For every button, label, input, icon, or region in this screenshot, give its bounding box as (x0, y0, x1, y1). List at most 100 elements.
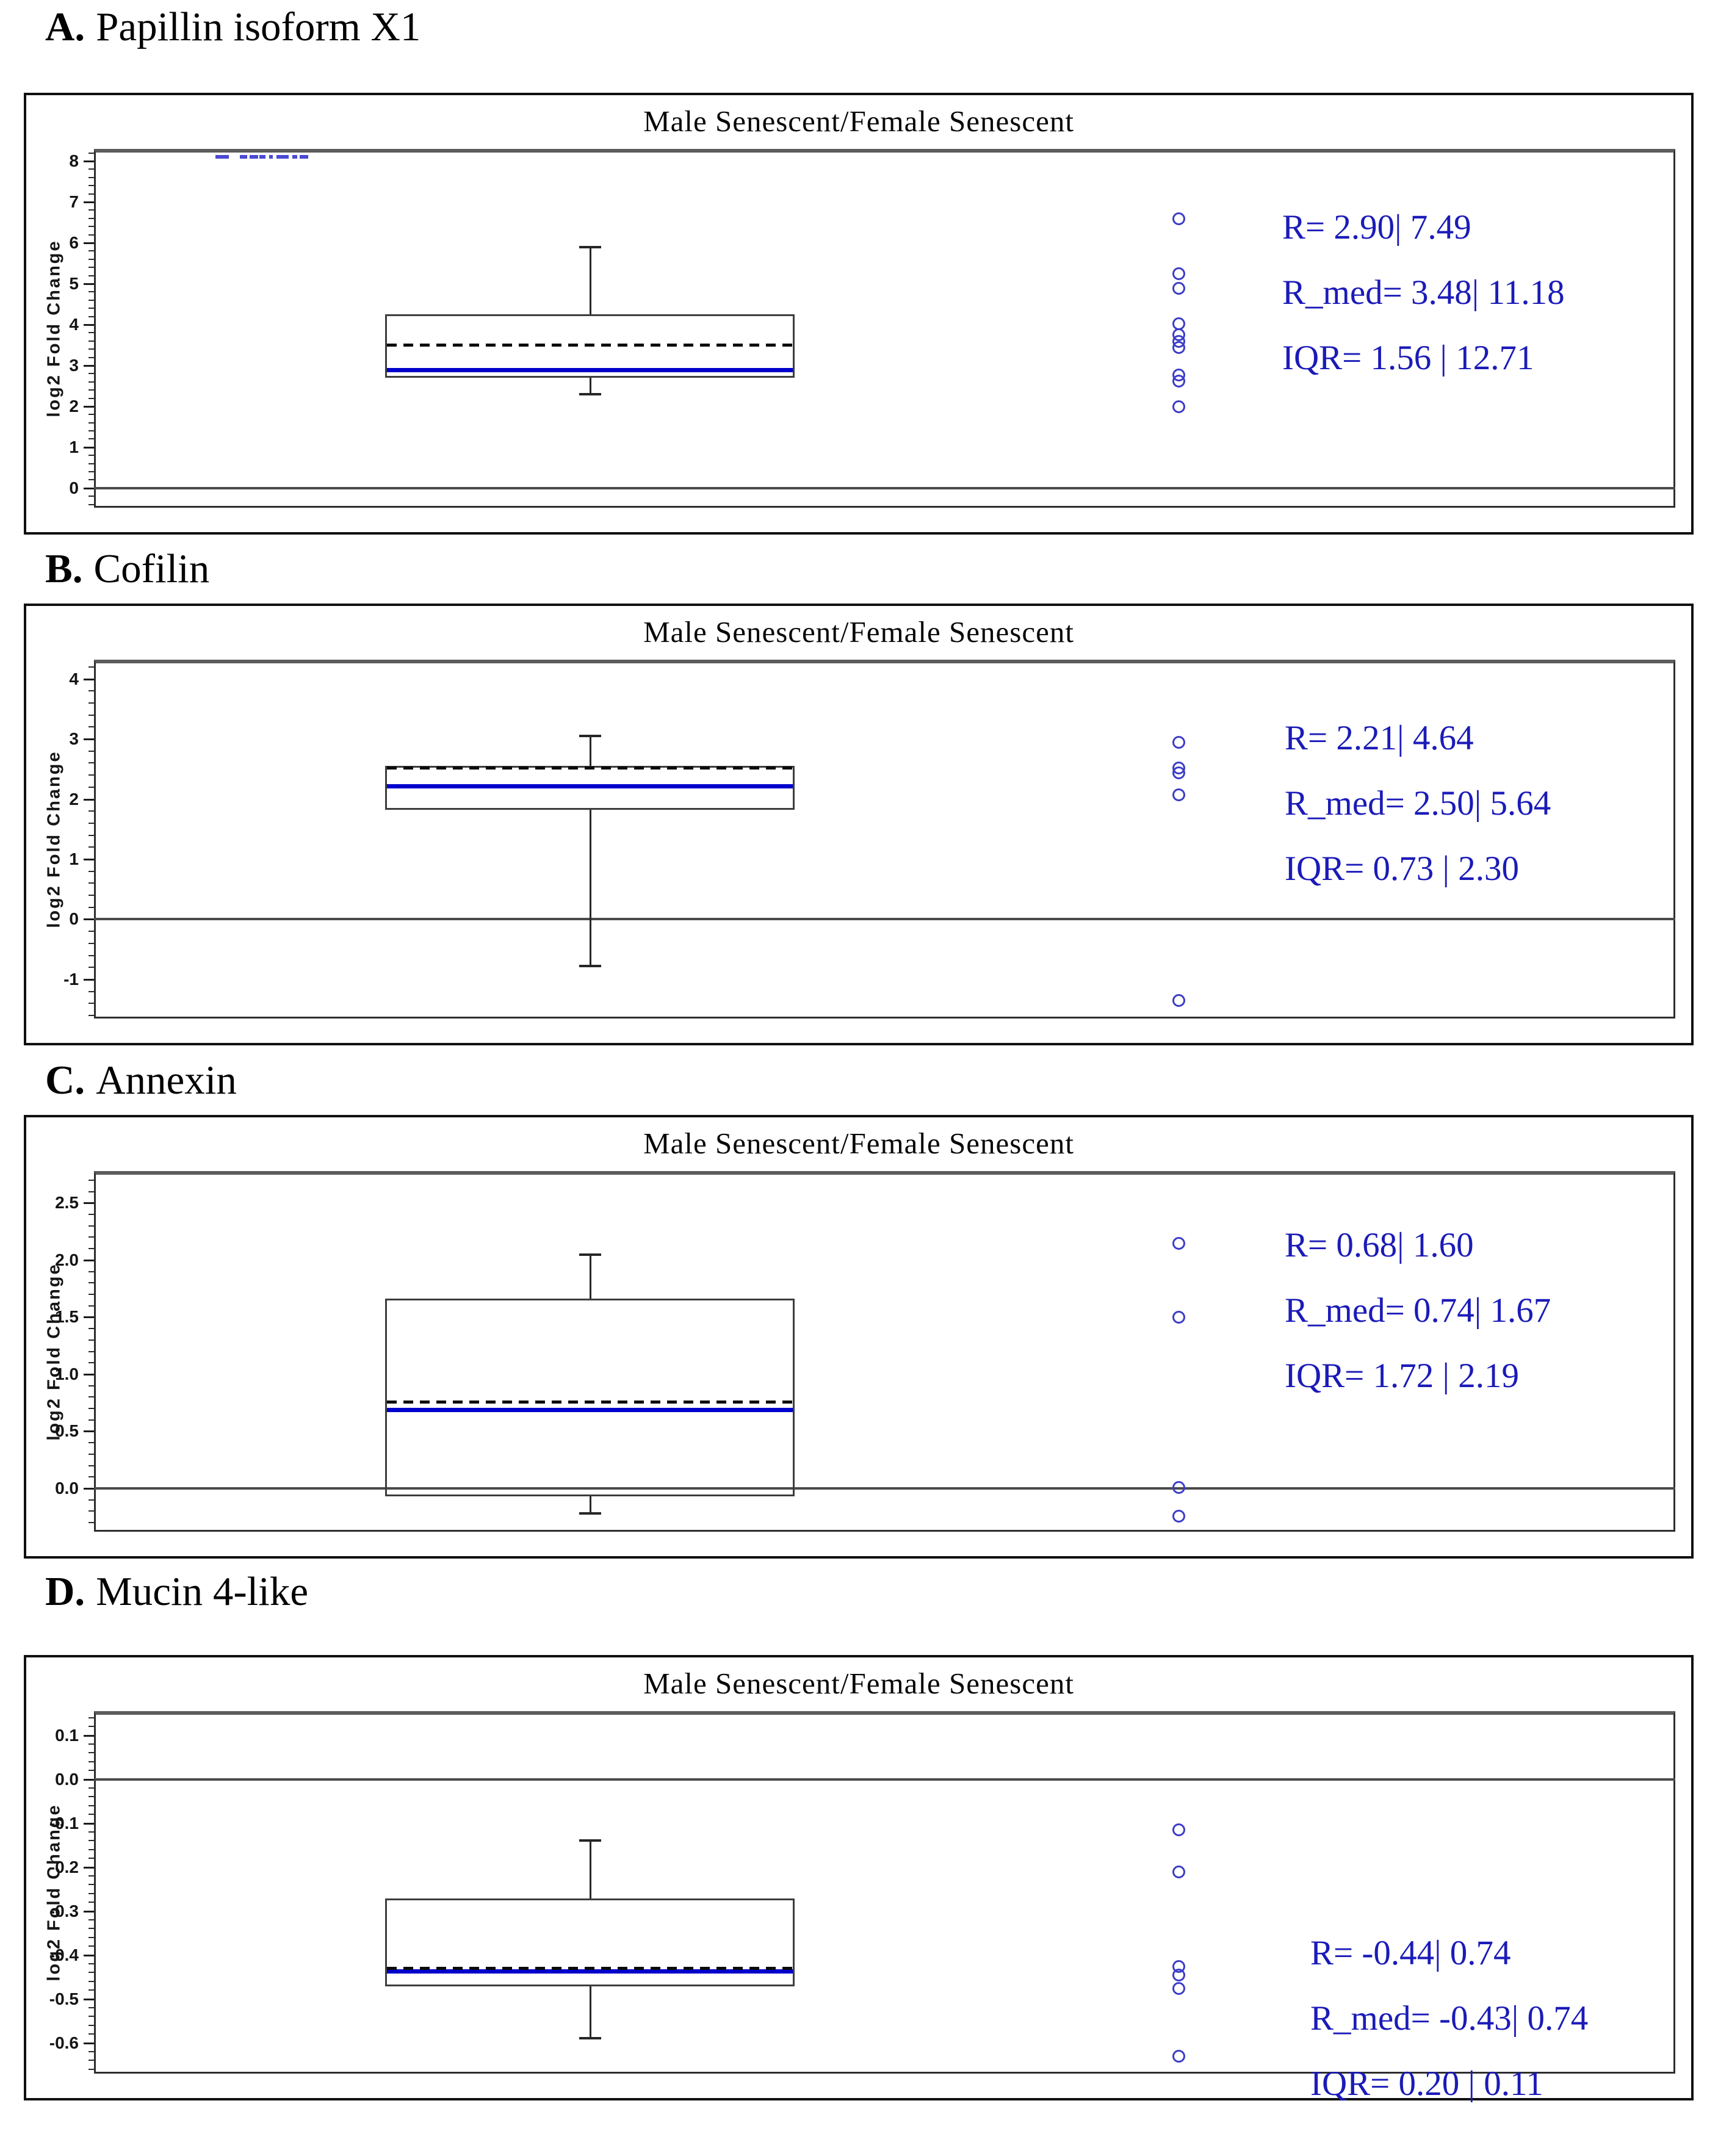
y-axis-minor-tick (88, 1328, 94, 1330)
outlier-point (1172, 1865, 1185, 1878)
chart-title: Male Senescent/Female Senescent (643, 1127, 1074, 1160)
outlier-point (1172, 212, 1185, 225)
y-axis-minor-tick (88, 348, 94, 350)
y-axis-major-tick (84, 678, 94, 680)
y-axis-minor-tick (88, 1408, 94, 1409)
y-axis-major-tick (84, 1373, 94, 1375)
y-axis-minor-tick (88, 2051, 94, 2052)
clipped-data-mark (259, 155, 265, 159)
clipped-data-mark (240, 155, 247, 159)
y-axis-minor-tick (88, 726, 94, 728)
y-axis-minor-tick (88, 1476, 94, 1478)
section-title-a: A. Papillin isoform X1 (45, 4, 420, 51)
stat-r-line: R= 2.90| 7.49 (1282, 208, 1471, 247)
y-axis-tick-label: 2.5 (55, 1193, 79, 1213)
mean-dashed-line (387, 1400, 793, 1404)
y-axis-tick-label: 1 (69, 437, 79, 456)
stat-r-line: R= 2.21| 4.64 (1285, 719, 1474, 757)
y-axis-minor-tick (88, 299, 94, 301)
section-title-b: B. Cofilin (45, 546, 209, 593)
y-axis-tick-label: 1.5 (55, 1307, 79, 1327)
y-axis-minor-tick (88, 1003, 94, 1004)
stat-iqr-line: IQR= 0.20 | 0.11 (1310, 2064, 1543, 2103)
y-axis-minor-tick (88, 1453, 94, 1455)
y-axis-minor-tick (88, 258, 94, 260)
y-axis-minor-tick (88, 1271, 94, 1272)
lower-whisker-line (589, 810, 591, 967)
y-axis-minor-tick (88, 895, 94, 896)
y-axis-major-tick (84, 1430, 94, 1433)
y-axis-major-tick (84, 405, 94, 408)
y-axis-minor-tick (88, 1848, 94, 1850)
y-axis-minor-tick (88, 942, 94, 944)
y-axis-tick-label: 6 (69, 233, 79, 253)
y-axis-minor-tick (88, 954, 94, 956)
y-axis-minor-tick (88, 1770, 94, 1772)
clipped-data-mark (250, 155, 258, 159)
y-axis-minor-tick (88, 193, 94, 195)
y-axis-minor-tick (88, 168, 94, 170)
stats-annotation: R= -0.44| 0.74 R_med= -0.43| 0.74 IQR= 0.2… (1310, 1920, 1588, 2116)
y-axis-minor-tick (88, 275, 94, 276)
y-axis-minor-tick (88, 176, 94, 178)
box-iqr-rect (385, 1299, 795, 1496)
y-axis-minor-tick (88, 1796, 94, 1798)
y-axis-minor-tick (88, 340, 94, 342)
outlier-point (1172, 1823, 1185, 1837)
y-axis-tick-label: 2 (69, 789, 79, 809)
outlier-point (1172, 735, 1185, 749)
y-axis-minor-tick (88, 185, 94, 187)
mean-dashed-line (387, 766, 793, 770)
y-axis-label: log2 Fold Change (44, 750, 64, 928)
stat-r-line: R= 0.68| 1.60 (1285, 1226, 1474, 1264)
y-axis-minor-tick (88, 666, 94, 668)
y-axis-minor-tick (88, 397, 94, 399)
y-axis-minor-tick (88, 1282, 94, 1284)
lower-whisker-cap (579, 965, 601, 968)
y-axis-minor-tick (88, 373, 94, 375)
y-axis-minor-tick (88, 1980, 94, 1982)
y-axis-label: log2 Fold Change (44, 1262, 64, 1441)
y-axis-tick-label: 7 (69, 192, 79, 212)
y-axis-minor-tick (88, 1963, 94, 1964)
panel-letter-a: A. (45, 4, 85, 49)
y-axis-minor-tick (88, 810, 94, 812)
y-axis-minor-tick (88, 1804, 94, 1806)
lower-whisker-cap (579, 1512, 601, 1515)
y-axis-tick-label: 0 (69, 909, 79, 929)
y-axis-minor-tick (88, 503, 94, 505)
clipped-data-mark (269, 155, 273, 159)
y-axis-minor-tick (88, 750, 94, 752)
outlier-point (1172, 1969, 1185, 1981)
y-axis-minor-tick (88, 1875, 94, 1877)
panel-gene-name-a: Papillin isoform X1 (96, 4, 421, 49)
y-axis-major-tick (84, 978, 94, 981)
y-axis-minor-tick (88, 1236, 94, 1238)
y-axis-minor-tick (88, 1787, 94, 1789)
y-axis-major-tick (84, 323, 94, 326)
panel-gene-name-d: Mucin 4-like (96, 1569, 309, 1614)
y-axis-major-tick (84, 1734, 94, 1737)
upper-whisker-cap (579, 1253, 601, 1256)
y-axis-minor-tick (88, 1362, 94, 1364)
y-axis-minor-tick (88, 291, 94, 293)
lower-whisker-line (589, 1496, 591, 1514)
zero-reference-line (94, 1487, 1675, 1490)
boxplot-panel-b: Male Senescent/Female Senescent log2 Fold… (24, 604, 1694, 1045)
y-axis-minor-tick (88, 834, 94, 836)
y-axis-major-tick (84, 1778, 94, 1781)
plot-frame (94, 149, 1675, 508)
y-axis-minor-tick (88, 1350, 94, 1352)
y-axis-tick-label: 3 (69, 729, 79, 748)
y-axis-minor-tick (88, 356, 94, 358)
outlier-point (1172, 1481, 1185, 1494)
y-axis-tick-label: 1 (69, 849, 79, 868)
stat-rmed-line: R_med= -0.43| 0.74 (1310, 1999, 1589, 2038)
y-axis-minor-tick (88, 1385, 94, 1386)
plot-frame (94, 1711, 1675, 2074)
stat-rmed-line: R_med= 2.50| 5.64 (1285, 784, 1551, 823)
y-axis-major-tick (84, 1910, 94, 1913)
chart-title: Male Senescent/Female Senescent (643, 1667, 1074, 1700)
outlier-point (1172, 281, 1185, 295)
